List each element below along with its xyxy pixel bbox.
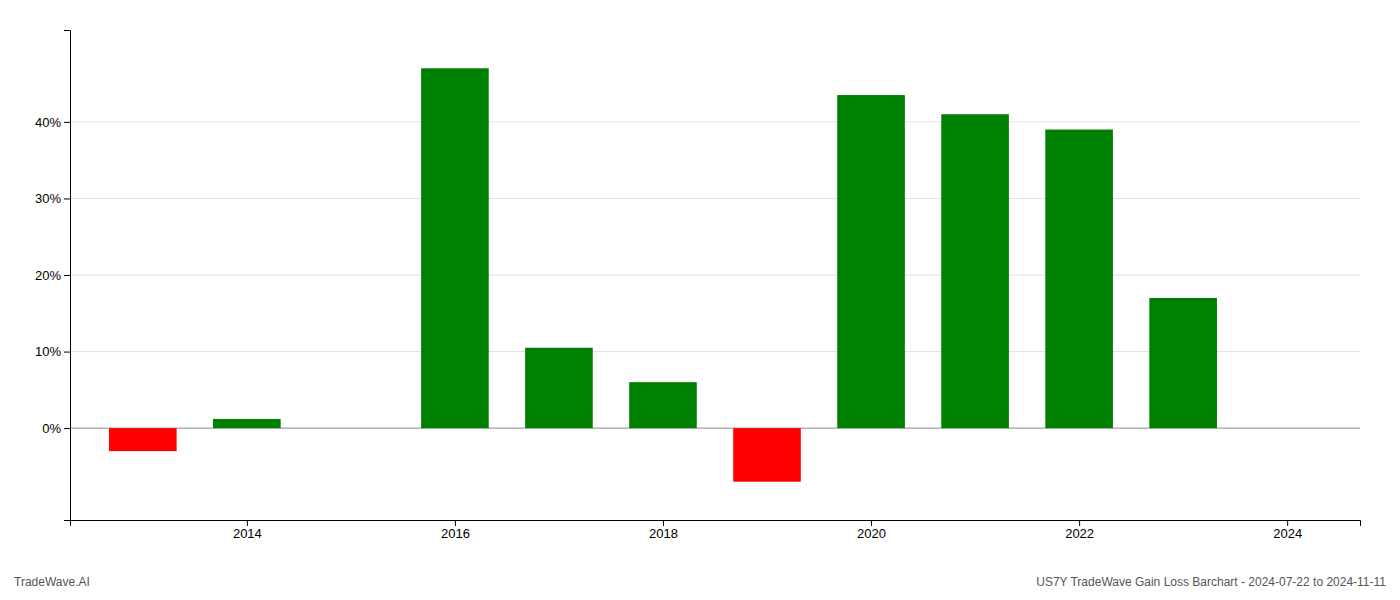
y-tick: 20% [35,268,70,283]
footer-left: TradeWave.AI [14,575,90,589]
chart: 2014 2016 2018 2020 2022 2024 0% 10% 20% 30% 40% Tr… [0,0,1400,600]
x-tick-mark [663,520,664,526]
x-tick-label: 2014 [233,526,262,541]
y-tick-mark [64,428,70,429]
x-axis-line [71,521,1361,527]
x-tick: 2024 [1273,520,1302,541]
x-tick-mark [247,520,248,526]
plot: 2014 2016 2018 2020 2022 2024 0% 10% 20% 30% 40% [35,31,1361,542]
grid-line [70,275,1360,276]
y-tick-label: 20% [35,268,61,283]
y-axis-line [64,31,71,521]
y-tick-label: 0% [42,421,61,436]
bar [525,348,593,428]
bar [213,419,281,428]
grid [70,122,1360,428]
x-tick-mark [871,520,872,526]
x-tick-label: 2024 [1273,526,1302,541]
bar [941,114,1009,428]
y-tick-label: 40% [35,115,61,130]
x-tick-label: 2020 [857,526,886,541]
y-tick-mark [64,275,70,276]
x-axis: 2014 2016 2018 2020 2022 2024 [71,520,1361,541]
x-tick: 2022 [1065,520,1094,541]
y-tick-mark [64,122,70,123]
x-tick-mark [1079,520,1080,526]
y-tick-label: 30% [35,191,61,206]
y-tick: 30% [35,191,70,206]
y-tick: 40% [35,115,70,130]
x-tick-mark [455,520,456,526]
x-tick-label: 2022 [1065,526,1094,541]
x-tick: 2016 [441,520,470,541]
x-tick: 2018 [649,520,678,541]
y-axis: 0% 10% 20% 30% 40% [35,31,71,521]
y-tick-mark [64,352,70,353]
y-tick: 0% [42,421,70,436]
bar [317,428,385,429]
y-tick: 10% [35,344,70,359]
bar [109,428,177,451]
y-tick-mark [64,198,70,199]
y-tick-label: 10% [35,344,61,359]
bar [733,428,801,482]
x-tick: 2014 [233,520,262,541]
grid-line [70,198,1360,199]
grid-line [70,121,1360,122]
bar [837,95,905,428]
x-tick: 2020 [857,520,886,541]
x-tick-label: 2018 [649,526,678,541]
bar [421,68,489,428]
bar [629,382,697,428]
bar [1045,130,1113,429]
x-tick-label: 2016 [441,526,470,541]
x-tick-mark [1287,520,1288,526]
bar [1149,298,1217,428]
bars [109,68,1217,481]
title: US7Y TradeWave Gain Loss Barchart - 2024… [1036,575,1386,589]
